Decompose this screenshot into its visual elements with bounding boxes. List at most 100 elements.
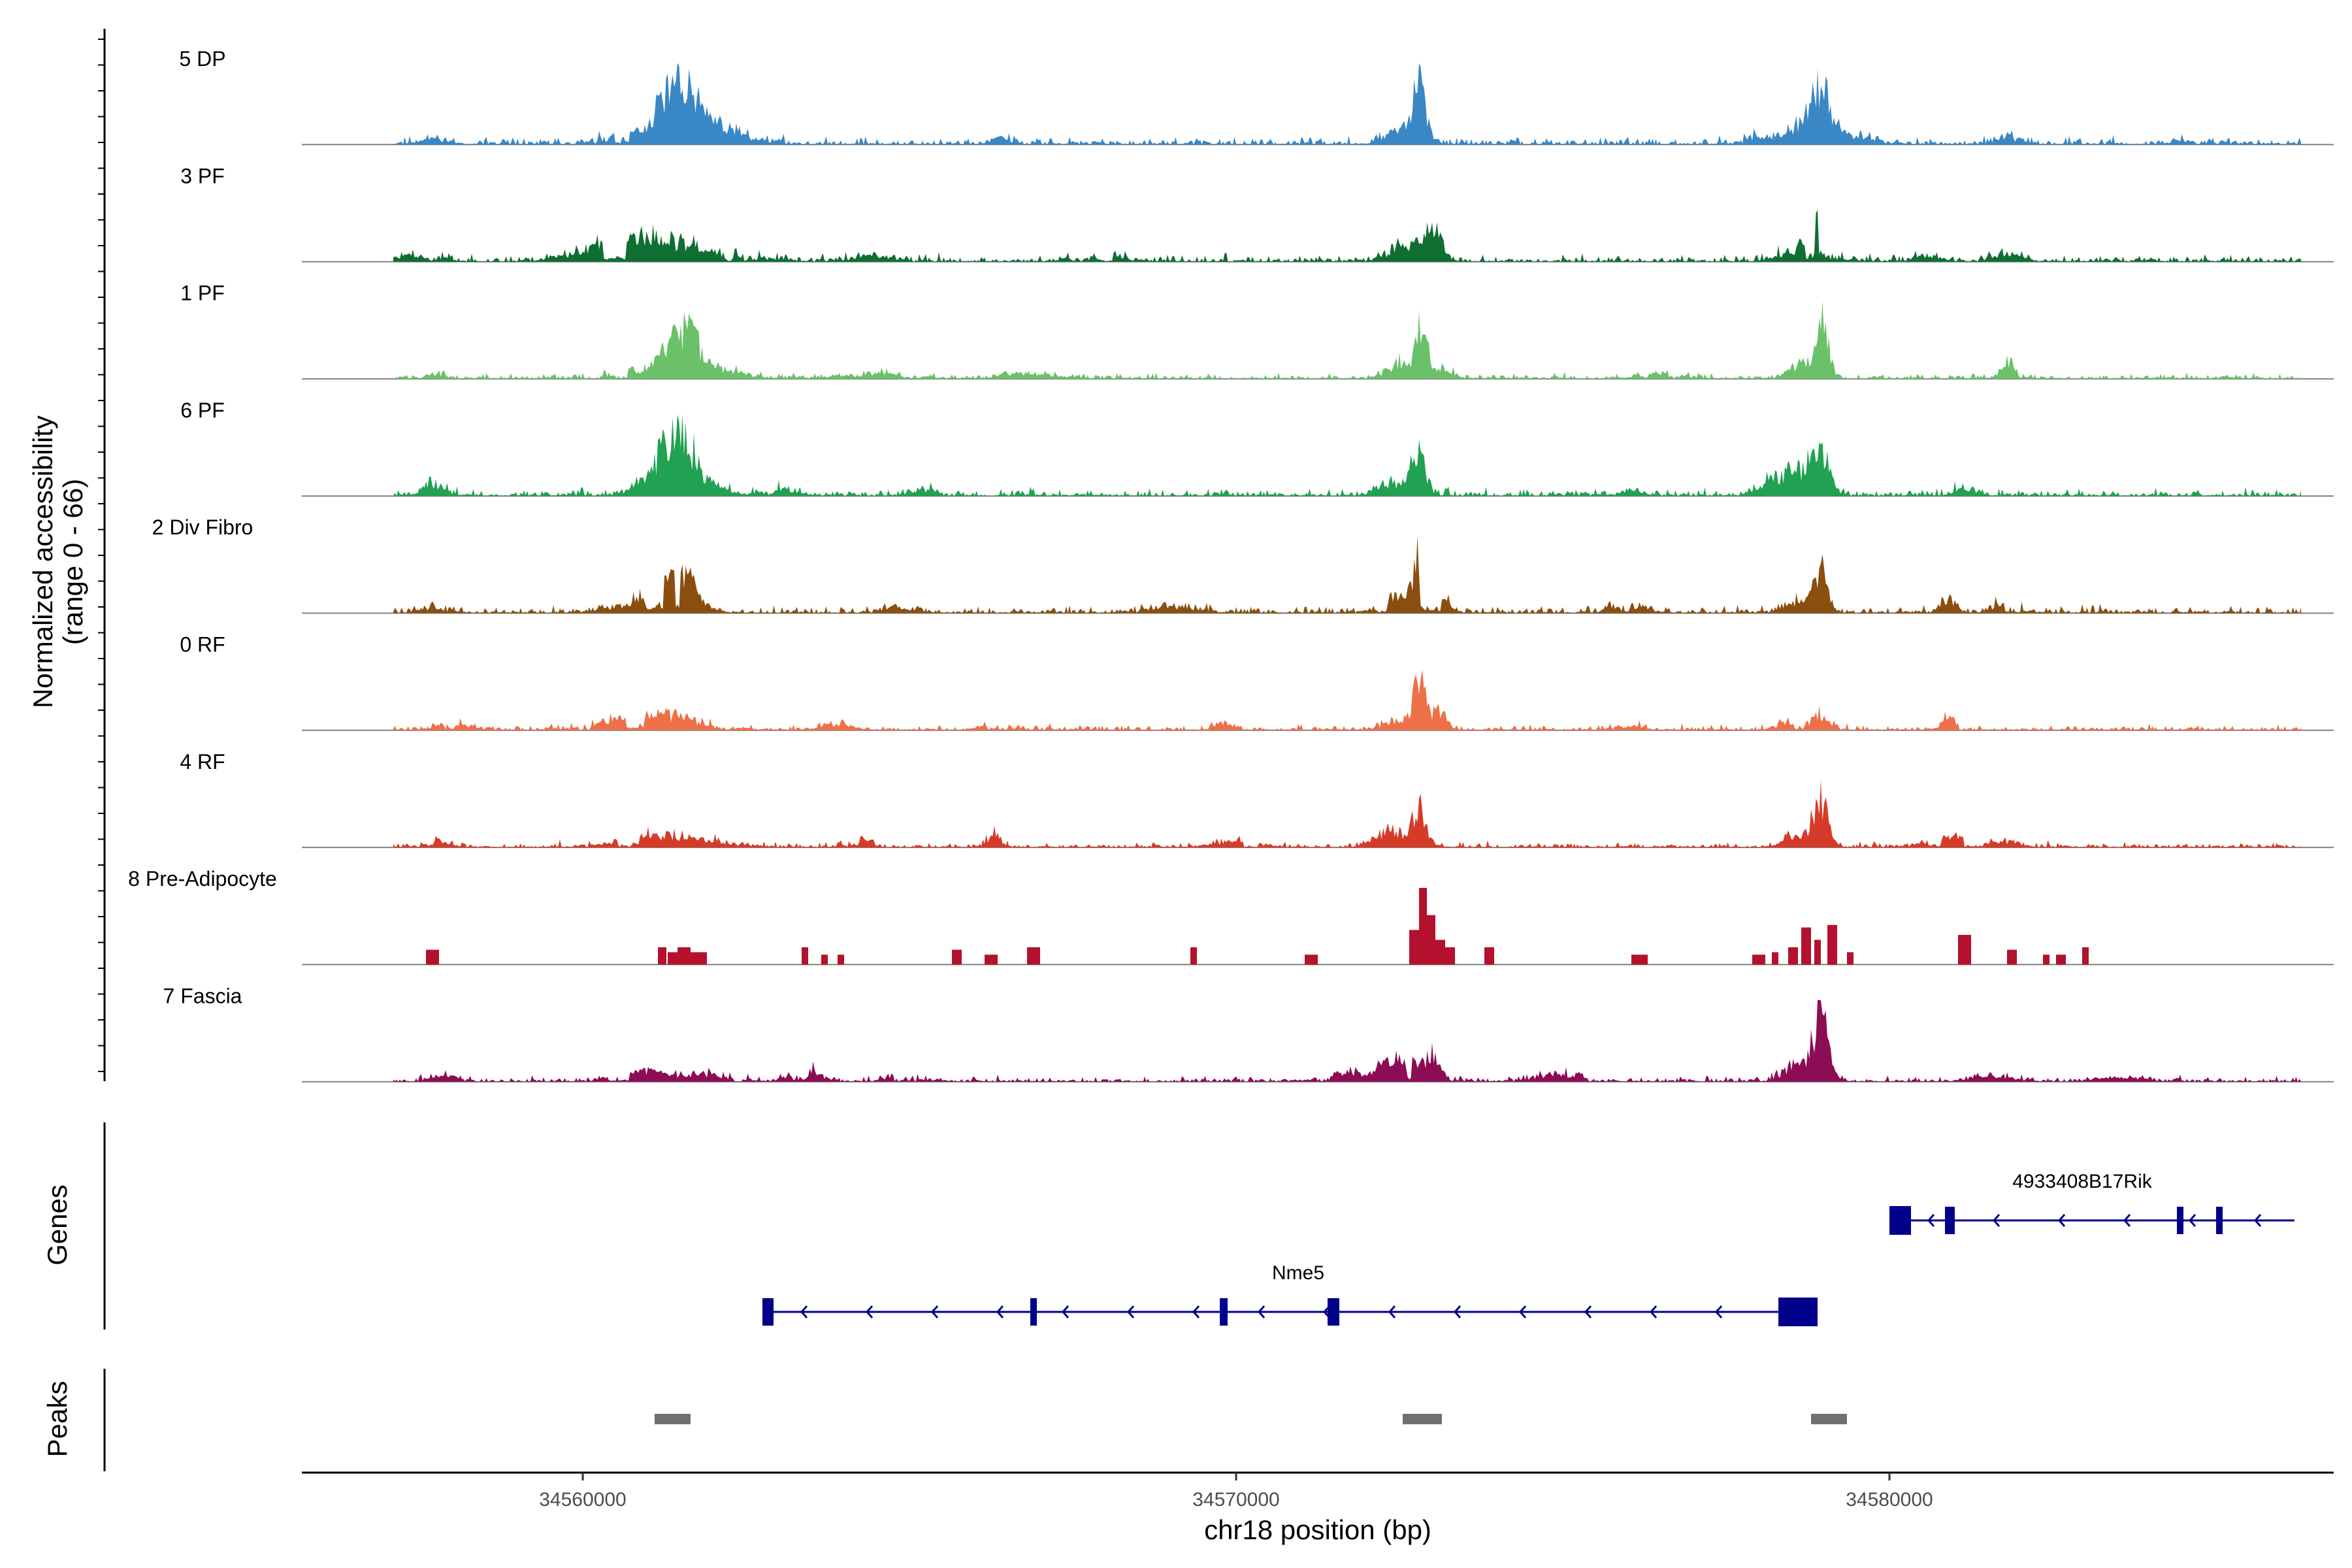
- coverage-block: [1427, 915, 1435, 965]
- track-label: 8 Pre-Adipocyte: [128, 867, 277, 890]
- gene-exon: [762, 1298, 774, 1326]
- coverage-tracks: 5 DP 3 PF 1 PF 6 PF 2 Div Fibro 0 RF 4 RF 8 Pre…: [128, 47, 2334, 1083]
- x-tick-label: 34570000: [1192, 1489, 1279, 1511]
- coverage-area: [393, 669, 2301, 730]
- coverage-block: [1409, 930, 1419, 965]
- strand-chevron: [2253, 1214, 2262, 1227]
- track-label: 1 PF: [180, 282, 225, 305]
- track-7: 8 Pre-Adipocyte: [128, 867, 2334, 966]
- coverage-block: [2043, 955, 2050, 965]
- track-1: 3 PF: [180, 164, 2334, 263]
- coverage-block: [1752, 955, 1765, 965]
- coverage-area: [393, 301, 2301, 379]
- coverage-block: [426, 949, 439, 965]
- coverage-area: [393, 535, 2301, 613]
- coverage-block: [1958, 934, 1971, 965]
- coverage-block: [1027, 947, 1040, 965]
- x-axis-ticks: 34560000 34570000 34580000: [539, 1473, 1933, 1511]
- coverage-area: [393, 210, 2301, 262]
- gene-exon: [1945, 1207, 1955, 1234]
- coverage-area: [393, 779, 2301, 848]
- coverage-block: [691, 952, 707, 965]
- strand-chevron: [1992, 1214, 2001, 1227]
- coverage-block: [1847, 952, 1854, 965]
- gene-label: 4933408B17Rik: [2012, 1171, 2153, 1192]
- strand-chevron: [1584, 1305, 1592, 1318]
- track-label: 2 Div Fibro: [152, 515, 253, 539]
- coverage-block: [1631, 955, 1648, 965]
- gene-exon: [1220, 1298, 1228, 1326]
- peak-region: [1811, 1414, 1847, 1424]
- strand-chevron: [930, 1305, 939, 1318]
- x-tick-label: 34560000: [539, 1489, 626, 1511]
- strand-chevron: [996, 1305, 1004, 1318]
- track-8: 7 Fascia: [163, 984, 2334, 1083]
- coverage-block: [1801, 927, 1811, 965]
- genes-track-label: Genes: [42, 1184, 73, 1266]
- peak-region: [1403, 1414, 1442, 1424]
- track-2: 1 PF: [180, 282, 2334, 380]
- strand-chevron: [1388, 1305, 1396, 1318]
- track-label: 0 RF: [180, 633, 225, 657]
- gene-label: Nme5: [1272, 1262, 1324, 1284]
- track-6: 4 RF: [180, 750, 2334, 849]
- coverage-block: [2007, 949, 2017, 965]
- coverage-block: [2082, 947, 2089, 965]
- track-4: 2 Div Fibro: [152, 515, 2334, 614]
- strand-chevron: [1453, 1305, 1462, 1318]
- gene-exon: [1030, 1298, 1037, 1326]
- strand-chevron: [865, 1305, 874, 1318]
- coverage-block: [1484, 947, 1494, 965]
- genes-track: Nme5 4933408B17Rik: [762, 1171, 2295, 1326]
- gene-exon: [2216, 1207, 2223, 1234]
- coverage-block: [838, 955, 844, 965]
- coverage-block: [1305, 955, 1318, 965]
- gene-0: Nme5: [762, 1262, 1818, 1326]
- strand-chevron: [2123, 1214, 2131, 1227]
- track-label: 4 RF: [180, 750, 225, 774]
- strand-chevron: [1714, 1305, 1723, 1318]
- coverage-area: [393, 414, 2301, 497]
- coverage-block: [1814, 939, 1821, 965]
- coverage-block: [1445, 947, 1455, 965]
- gene-exon: [1778, 1298, 1818, 1326]
- coverage-block: [985, 955, 998, 965]
- strand-chevron: [1649, 1305, 1658, 1318]
- strand-chevron: [2057, 1214, 2066, 1227]
- coverage-block: [1435, 939, 1445, 965]
- strand-chevron: [1518, 1305, 1527, 1318]
- coverage-block: [1419, 887, 1427, 965]
- track-label: 6 PF: [180, 399, 225, 422]
- gene-exon: [1328, 1298, 1339, 1326]
- track-label: 7 Fascia: [163, 984, 242, 1007]
- coverage-block: [1190, 947, 1197, 965]
- coverage-block: [658, 947, 666, 965]
- coverage-block: [952, 949, 962, 965]
- x-axis-title: chr18 position (bp): [1204, 1514, 1431, 1545]
- track-3: 6 PF: [180, 399, 2334, 497]
- track-0: 5 DP: [179, 47, 2334, 146]
- coverage-block: [1772, 952, 1778, 965]
- coverage-block: [1788, 947, 1798, 965]
- coverage-block: [668, 952, 678, 965]
- x-tick-label: 34580000: [1846, 1489, 1933, 1511]
- coverage-block: [678, 947, 691, 965]
- gene-1: 4933408B17Rik: [1889, 1171, 2295, 1235]
- gene-exon: [1889, 1206, 1911, 1235]
- coverage-area: [393, 63, 2301, 145]
- coverage-area: [393, 1000, 2301, 1082]
- strand-chevron: [1927, 1214, 1935, 1227]
- coverage-block: [2056, 955, 2066, 965]
- strand-chevron: [2188, 1214, 2197, 1227]
- peak-region: [655, 1414, 691, 1424]
- coverage-block: [821, 955, 828, 965]
- y-axis-title-line2: (range 0 - 66): [57, 479, 88, 645]
- peaks-track: [655, 1414, 1847, 1424]
- coverage-block: [802, 947, 808, 965]
- track-label: 5 DP: [179, 47, 225, 71]
- strand-chevron: [800, 1305, 808, 1318]
- strand-chevron: [1126, 1305, 1135, 1318]
- track-5: 0 RF: [180, 633, 2334, 731]
- strand-chevron: [1257, 1305, 1266, 1318]
